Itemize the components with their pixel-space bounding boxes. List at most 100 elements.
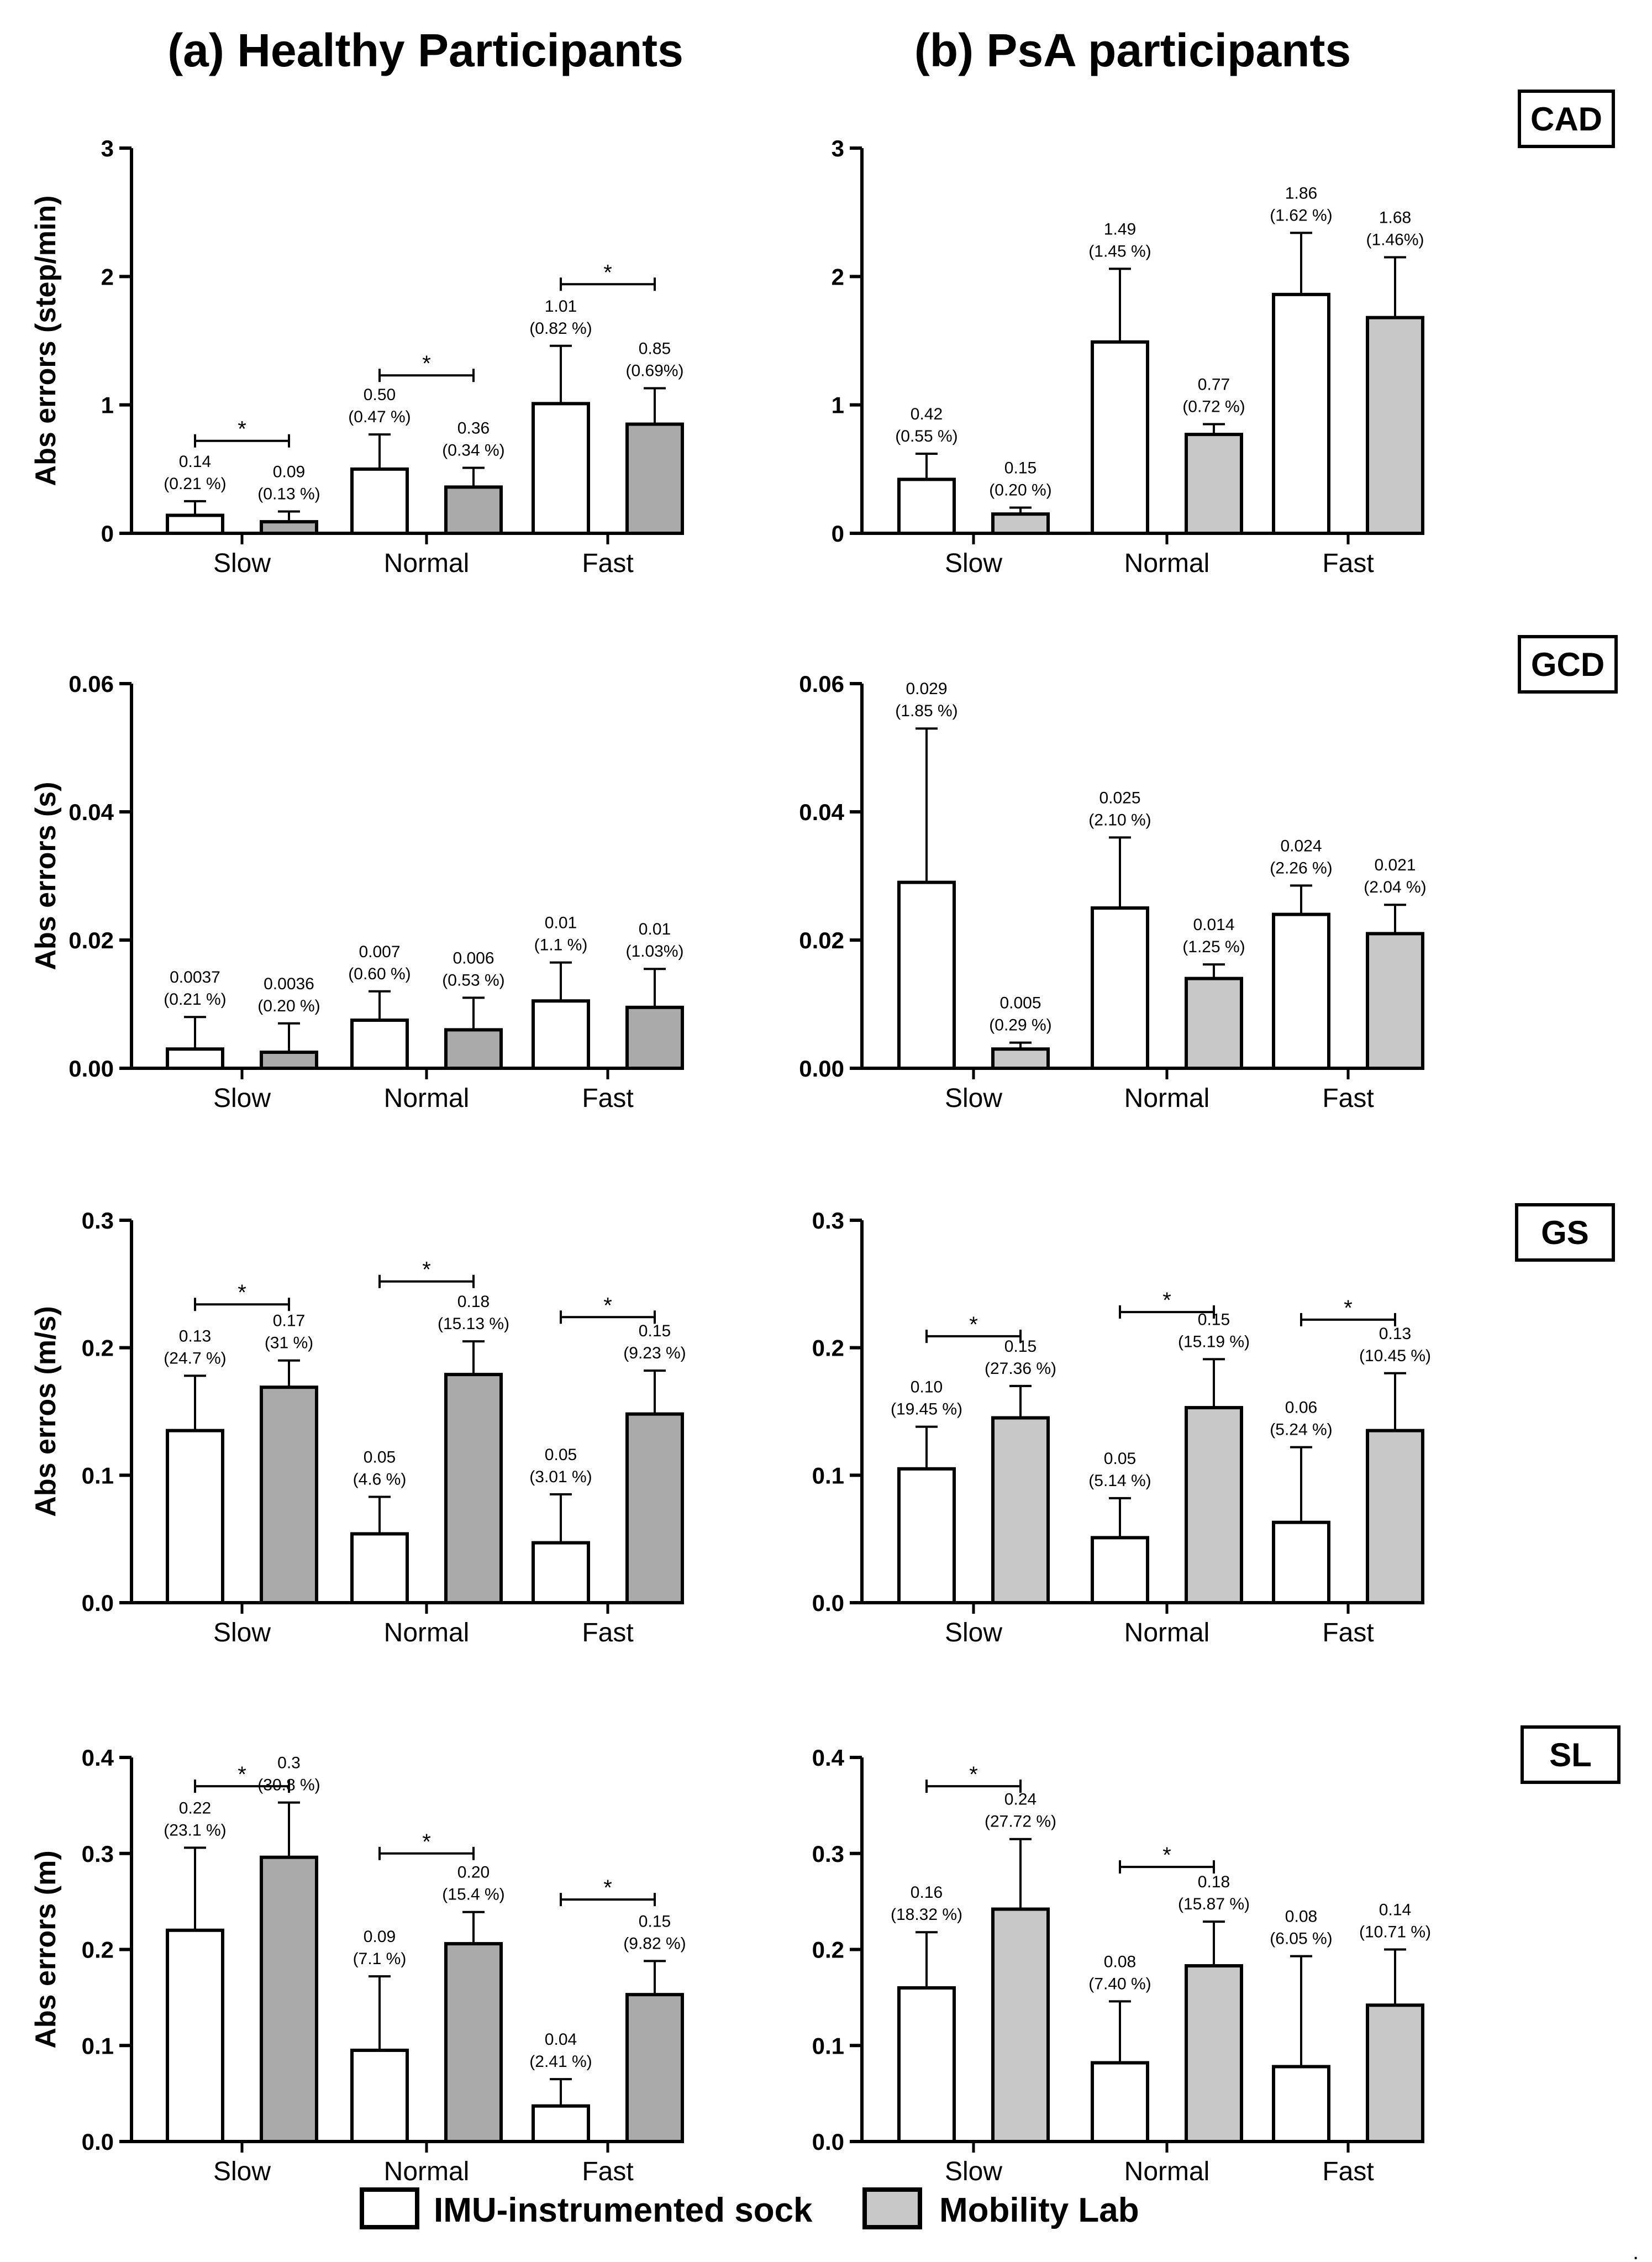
data-label-value: 0.05 bbox=[545, 1446, 577, 1464]
y-tick-label: 0.04 bbox=[799, 799, 844, 825]
data-label-value: 0.17 bbox=[273, 1312, 305, 1330]
data-label-percent: (3.01 %) bbox=[529, 1468, 592, 1486]
bar-sock-slow bbox=[897, 880, 956, 1070]
data-label-percent: (0.72 %) bbox=[1182, 398, 1245, 416]
y-tick-label: 0 bbox=[101, 521, 114, 547]
data-label-value: 0.15 bbox=[639, 1322, 671, 1340]
data-label-percent: (1.46%) bbox=[1366, 230, 1424, 249]
chart-panel-cad-psa: 0 1 2 3 Slow 0.42 (0.55 %) 0.15 (0.20 %) Normal 1.… bbox=[832, 135, 1424, 578]
bar-mobility-lab-normal bbox=[1185, 433, 1243, 535]
x-category-label-normal: Normal bbox=[1124, 1618, 1210, 1647]
legend-label-sock: IMU-instrumented sock bbox=[434, 2191, 813, 2229]
significance-star: * bbox=[238, 1280, 246, 1305]
x-category-label-fast: Fast bbox=[1322, 1618, 1374, 1647]
y-tick-label: 1 bbox=[101, 392, 114, 418]
significance-star: * bbox=[969, 1313, 978, 1337]
y-tick-label: 0.02 bbox=[69, 927, 114, 953]
data-label-value: 0.14 bbox=[179, 453, 211, 471]
chart-panel-gcd-psa: 0.00 0.02 0.04 0.06 Slow 0.029 (1.85 %) 0.005 (0… bbox=[799, 671, 1426, 1113]
bar-sock-normal bbox=[1091, 906, 1149, 1070]
bar-sock-fast bbox=[532, 402, 590, 535]
data-label-percent: (1.25 %) bbox=[1182, 938, 1245, 956]
data-label-value: 0.08 bbox=[1104, 1953, 1136, 1971]
data-label-percent: (0.20 %) bbox=[989, 481, 1051, 500]
data-label-percent: (0.47 %) bbox=[348, 408, 411, 426]
data-label-percent: (15.19 %) bbox=[1178, 1332, 1250, 1351]
data-label-value: 0.24 bbox=[1004, 1791, 1037, 1809]
data-label-percent: (0.21 %) bbox=[164, 990, 226, 1009]
y-tick-label: 0.2 bbox=[82, 1335, 114, 1361]
data-label-value: 0.16 bbox=[911, 1883, 943, 1902]
significance-star: * bbox=[422, 1258, 431, 1282]
data-label-value: 0.20 bbox=[457, 1864, 490, 1882]
bar-mobility-lab-normal bbox=[1185, 1964, 1243, 2144]
x-category-label-fast: Fast bbox=[582, 549, 633, 578]
bar-sock-slow bbox=[166, 1928, 224, 2143]
data-label-value: 0.85 bbox=[639, 339, 671, 358]
data-label-value: 0.18 bbox=[457, 1293, 490, 1311]
y-tick-label: 0.3 bbox=[82, 1841, 114, 1867]
x-category-label-slow: Slow bbox=[213, 1618, 271, 1647]
bar-mobility-lab-normal bbox=[444, 1942, 503, 2143]
y-tick-label: 0.2 bbox=[812, 1937, 844, 1963]
data-label-value: 0.006 bbox=[453, 949, 494, 967]
bar-sock-fast bbox=[1272, 2065, 1330, 2144]
bar-sock-normal bbox=[1091, 340, 1149, 535]
data-label-percent: (0.55 %) bbox=[895, 427, 957, 445]
bar-sock-slow bbox=[166, 513, 224, 535]
data-label-value: 0.50 bbox=[364, 386, 396, 404]
data-label-percent: (5.24 %) bbox=[1270, 1421, 1332, 1439]
bar-sock-slow bbox=[897, 1986, 956, 2143]
bar-mobility-lab-normal bbox=[444, 1373, 503, 1605]
data-label-percent: (0.13 %) bbox=[257, 485, 320, 503]
x-category-label-normal: Normal bbox=[384, 2157, 470, 2186]
data-label-percent: (2.10 %) bbox=[1088, 811, 1151, 829]
data-label-percent: (2.26 %) bbox=[1270, 859, 1332, 877]
y-tick-label: 0.1 bbox=[812, 2033, 844, 2059]
bar-sock-normal bbox=[350, 1532, 409, 1604]
bar-sock-slow bbox=[897, 477, 956, 535]
metric-label-cad: CAD bbox=[1530, 101, 1602, 138]
metric-label-sl: SL bbox=[1549, 1736, 1592, 1773]
x-category-label-normal: Normal bbox=[1124, 1084, 1210, 1113]
data-label-percent: (1.45 %) bbox=[1088, 242, 1151, 260]
significance-star: * bbox=[1162, 1843, 1171, 1867]
bar-sock-slow bbox=[166, 1429, 224, 1605]
data-label-value: 0.77 bbox=[1198, 376, 1230, 394]
data-label-value: 0.13 bbox=[179, 1327, 211, 1345]
data-label-percent: (24.7 %) bbox=[164, 1349, 226, 1367]
data-label-percent: (1.1 %) bbox=[534, 936, 588, 954]
y-tick-label: 0.00 bbox=[69, 1056, 114, 1082]
y-tick-label: 0.04 bbox=[69, 799, 114, 825]
x-category-label-slow: Slow bbox=[945, 1618, 1002, 1647]
data-label-value: 0.021 bbox=[1374, 856, 1416, 874]
x-category-label-normal: Normal bbox=[384, 1084, 470, 1113]
significance-star: * bbox=[969, 1762, 978, 1787]
y-tick-label: 0.02 bbox=[799, 927, 844, 953]
metric-label-gs: GS bbox=[1541, 1214, 1589, 1251]
data-label-value: 0.05 bbox=[364, 1448, 396, 1467]
bar-sock-fast bbox=[532, 999, 590, 1070]
metric-box-sl bbox=[1521, 1725, 1621, 1784]
data-label-value: 0.0036 bbox=[264, 975, 314, 993]
bar-mobility-lab-fast bbox=[1366, 316, 1424, 535]
data-label-value: 0.0037 bbox=[170, 968, 220, 986]
bar-mobility-lab-slow bbox=[260, 1051, 318, 1070]
data-label-percent: (0.21 %) bbox=[164, 475, 226, 493]
metric-box-gs bbox=[1515, 1203, 1615, 1262]
y-axis-label: Abs errors (step/min) bbox=[30, 196, 62, 486]
column-title-healthy: (a) Healthy Participants bbox=[167, 24, 683, 76]
x-category-label-normal: Normal bbox=[1124, 549, 1210, 578]
x-category-label-slow: Slow bbox=[945, 2157, 1002, 2186]
data-label-value: 0.10 bbox=[911, 1378, 943, 1397]
y-tick-label: 0.3 bbox=[812, 1841, 844, 1867]
data-label-percent: (7.40 %) bbox=[1088, 1975, 1151, 1993]
bar-sock-fast bbox=[1272, 912, 1330, 1070]
data-label-value: 0.08 bbox=[1285, 1908, 1317, 1926]
corner-mark: . bbox=[1633, 2240, 1639, 2262]
x-category-label-slow: Slow bbox=[213, 1084, 271, 1113]
data-label-value: 0.025 bbox=[1099, 789, 1140, 807]
data-label-percent: (0.60 %) bbox=[348, 965, 411, 983]
y-tick-label: 0.4 bbox=[82, 1745, 114, 1771]
chart-panel-sl-psa: 0.0 0.1 0.2 0.3 0.4 Slow 0.16 (18.32 %) 0.24 (27.… bbox=[812, 1745, 1431, 2186]
